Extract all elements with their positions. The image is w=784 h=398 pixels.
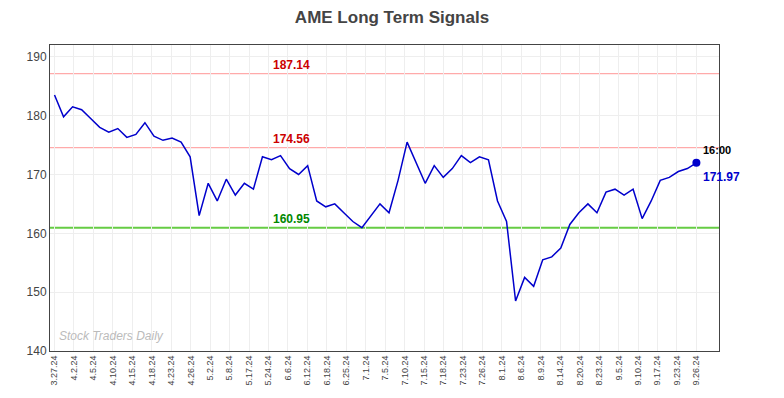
svg-text:7.1.24: 7.1.24 (361, 356, 371, 381)
svg-text:9.23.24: 9.23.24 (672, 356, 682, 386)
svg-text:170: 170 (27, 168, 47, 182)
svg-text:6.18.24: 6.18.24 (322, 356, 332, 386)
svg-text:4.2.24: 4.2.24 (69, 356, 79, 381)
svg-text:4.10.24: 4.10.24 (108, 356, 118, 386)
svg-text:3.27.24: 3.27.24 (49, 356, 59, 386)
svg-text:160.95: 160.95 (273, 212, 310, 226)
svg-text:Stock Traders Daily: Stock Traders Daily (59, 329, 164, 343)
svg-text:6.12.24: 6.12.24 (302, 356, 312, 386)
svg-text:8.1.24: 8.1.24 (497, 356, 507, 381)
svg-text:7.5.24: 7.5.24 (380, 356, 390, 381)
svg-text:16:00: 16:00 (703, 144, 731, 156)
svg-text:8.9.24: 8.9.24 (536, 356, 546, 381)
svg-text:8.20.24: 8.20.24 (575, 356, 585, 386)
svg-text:140: 140 (27, 344, 47, 358)
svg-text:5.17.24: 5.17.24 (244, 356, 254, 386)
svg-text:4.18.24: 4.18.24 (147, 356, 157, 386)
svg-text:4.15.24: 4.15.24 (127, 356, 137, 386)
svg-text:AME Long Term Signals: AME Long Term Signals (295, 8, 489, 27)
svg-text:8.23.24: 8.23.24 (594, 356, 604, 386)
svg-text:4.5.24: 4.5.24 (88, 356, 98, 381)
svg-text:9.5.24: 9.5.24 (614, 356, 624, 381)
svg-text:9.26.24: 9.26.24 (691, 356, 701, 386)
svg-text:8.6.24: 8.6.24 (516, 356, 526, 381)
svg-text:180: 180 (27, 109, 47, 123)
svg-text:5.24.24: 5.24.24 (263, 356, 273, 386)
svg-text:7.18.24: 7.18.24 (438, 356, 448, 386)
svg-text:4.26.24: 4.26.24 (186, 356, 196, 386)
svg-text:7.10.24: 7.10.24 (400, 356, 410, 386)
svg-text:6.25.24: 6.25.24 (341, 356, 351, 386)
svg-text:5.8.24: 5.8.24 (225, 356, 235, 381)
svg-text:190: 190 (27, 50, 47, 64)
svg-text:187.14: 187.14 (273, 58, 310, 72)
svg-text:174.56: 174.56 (273, 132, 310, 146)
svg-text:7.26.24: 7.26.24 (477, 356, 487, 386)
svg-text:6.6.24: 6.6.24 (283, 356, 293, 381)
svg-text:171.97: 171.97 (703, 170, 740, 184)
svg-text:7.15.24: 7.15.24 (419, 356, 429, 386)
svg-text:150: 150 (27, 285, 47, 299)
svg-text:4.23.24: 4.23.24 (166, 356, 176, 386)
svg-text:7.23.24: 7.23.24 (458, 356, 468, 386)
svg-text:160: 160 (27, 227, 47, 241)
svg-text:9.17.24: 9.17.24 (652, 356, 662, 386)
svg-text:8.14.24: 8.14.24 (555, 356, 565, 386)
svg-text:9.10.24: 9.10.24 (633, 356, 643, 386)
svg-text:5.2.24: 5.2.24 (205, 356, 215, 381)
